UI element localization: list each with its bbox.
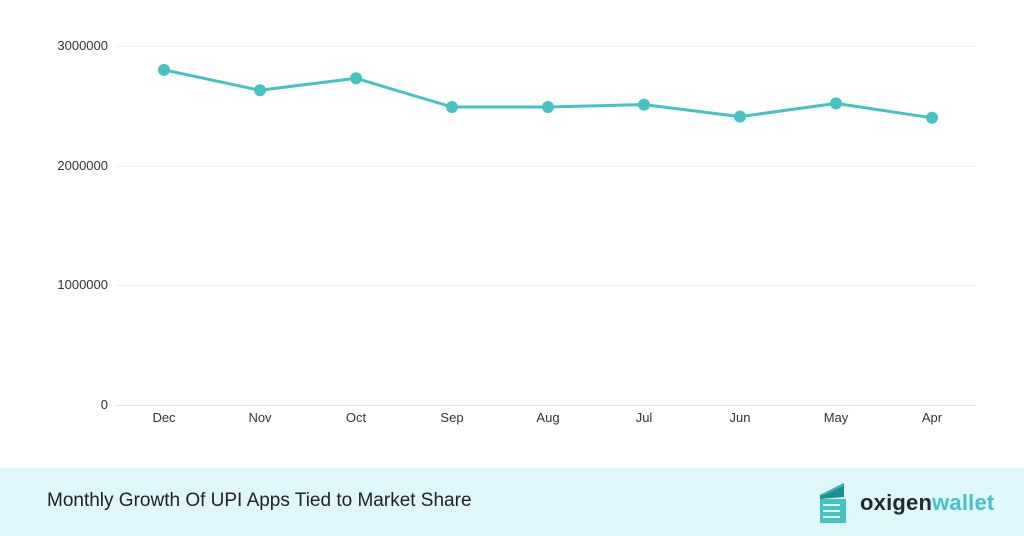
data-point[interactable] [638,98,650,111]
wallet-logo-icon [820,483,846,523]
data-point[interactable] [446,101,458,113]
x-tick-label: Dec [152,410,176,425]
brand-name-part2: wallet [932,490,995,515]
data-point[interactable] [830,97,842,110]
brand-logo: oxigenwallet [818,481,994,525]
brand-name-part1: oxigen [860,490,933,515]
x-tick-label: Nov [248,410,272,425]
chart-area: 0 1000000 2000000 3000000 Dec Nov Oct Sep Aug Ju… [57,37,976,425]
y-tick-label: 0 [100,396,108,412]
data-point[interactable] [542,101,554,113]
x-tick-label: Oct [345,410,367,425]
data-point[interactable] [734,110,746,123]
x-tick-label: Sep [440,410,464,425]
data-point[interactable] [926,111,938,124]
y-tick-label: 2000000 [57,157,108,173]
data-point[interactable] [254,84,266,97]
chart-caption: Monthly Growth Of UPI Apps Tied to Marke… [47,490,472,511]
data-point[interactable] [158,63,170,76]
data-point[interactable] [350,72,362,85]
x-tick-label: Aug [536,410,560,425]
y-tick-label: 1000000 [57,276,108,292]
y-tick-label: 3000000 [57,37,108,53]
x-tick-label: May [823,410,849,425]
footer-banner: Monthly Growth Of UPI Apps Tied to Marke… [0,468,1024,536]
x-tick-label: Apr [921,410,943,425]
x-tick-label: Jun [729,410,751,425]
line-chart [116,46,976,406]
x-tick-label: Jul [635,410,653,425]
brand-name: oxigenwallet [860,490,994,516]
